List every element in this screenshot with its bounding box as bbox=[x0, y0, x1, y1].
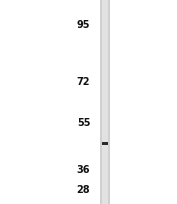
Text: 28: 28 bbox=[77, 184, 90, 194]
Text: 95: 95 bbox=[77, 20, 90, 30]
Text: 36: 36 bbox=[77, 165, 90, 175]
Text: 72: 72 bbox=[77, 76, 90, 86]
Text: 55: 55 bbox=[77, 118, 90, 128]
Bar bbox=[102, 0, 108, 204]
Bar bbox=[100, 0, 110, 204]
Bar bbox=[102, 142, 108, 146]
